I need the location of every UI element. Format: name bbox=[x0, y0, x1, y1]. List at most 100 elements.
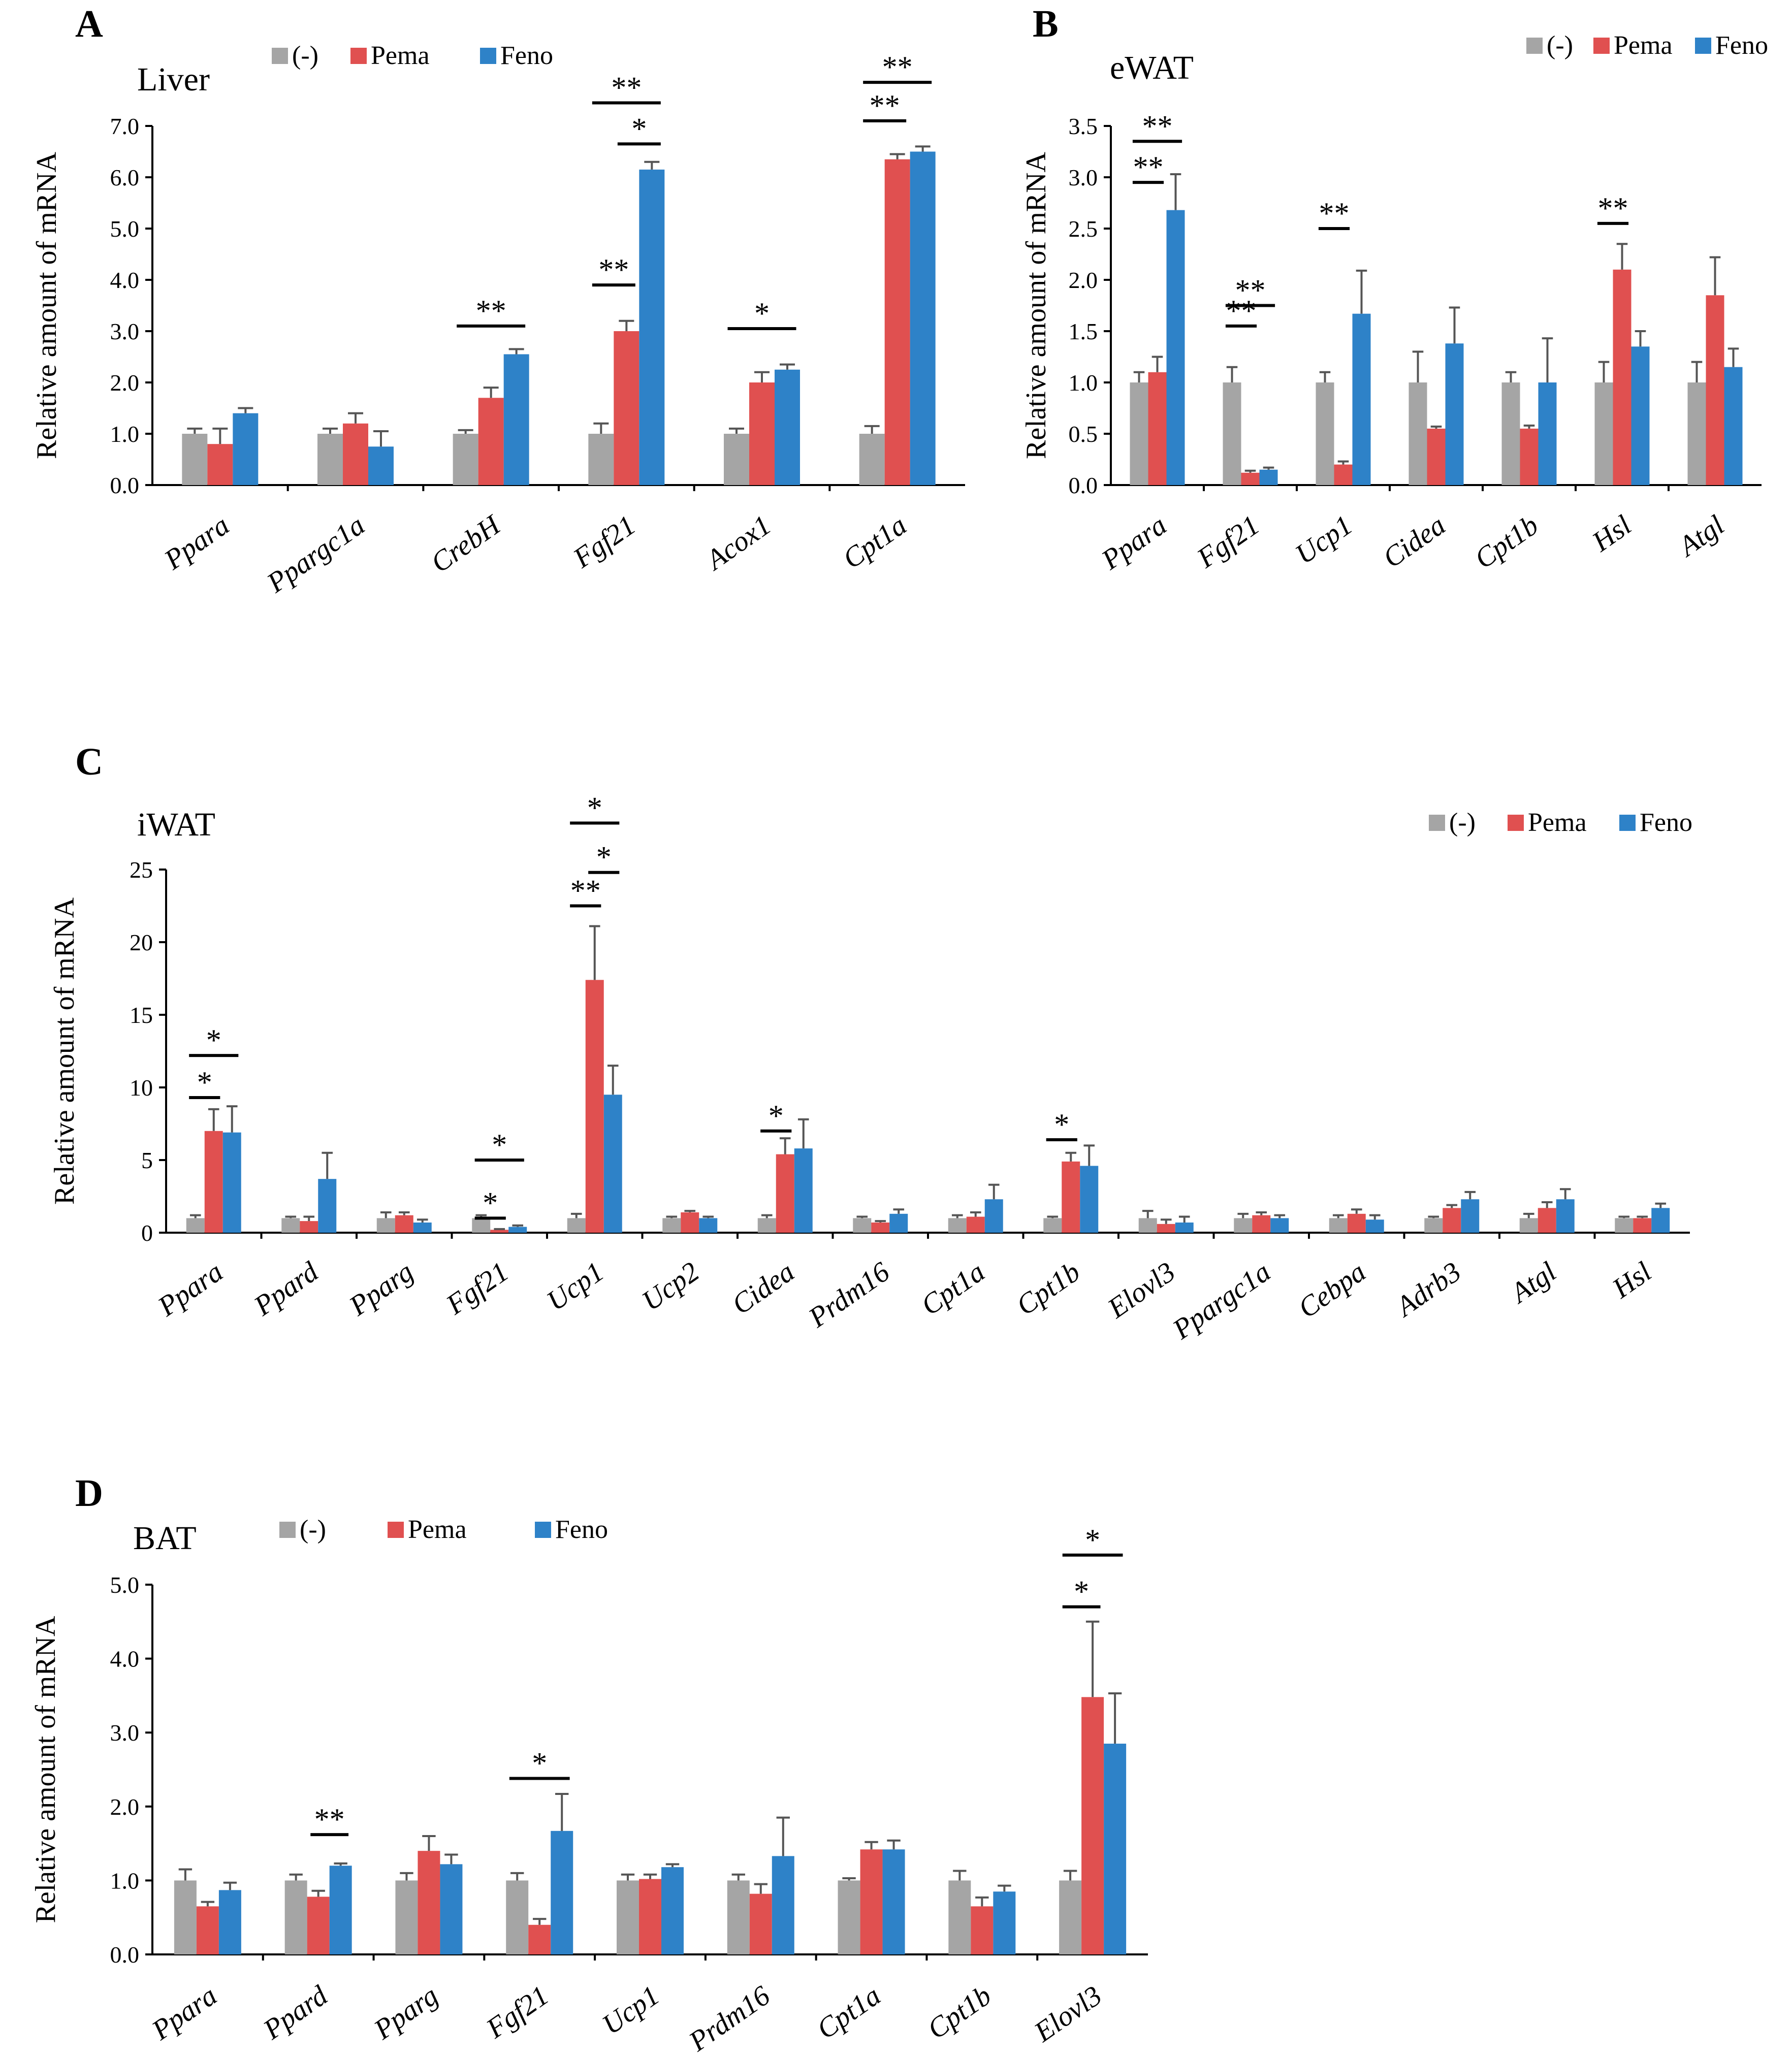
bar bbox=[478, 398, 504, 485]
bar bbox=[910, 151, 936, 485]
bar bbox=[1424, 1218, 1443, 1233]
legend-label: (-) bbox=[292, 41, 318, 70]
bar bbox=[472, 1218, 491, 1233]
bar bbox=[317, 434, 343, 485]
significance-label: ** bbox=[1226, 294, 1257, 328]
bar bbox=[413, 1222, 432, 1233]
bar bbox=[551, 1830, 573, 1954]
legend-label: Pema bbox=[408, 1515, 467, 1544]
significance-label: * bbox=[1085, 1523, 1100, 1557]
bar bbox=[174, 1880, 197, 1954]
legend-swatch bbox=[272, 48, 288, 64]
bar bbox=[948, 1880, 971, 1954]
x-tick-label: Ppargc1a bbox=[261, 509, 371, 599]
y-tick-label: 20 bbox=[130, 929, 153, 955]
x-tick-label: Elovl3 bbox=[1102, 1256, 1181, 1325]
bar bbox=[1347, 1213, 1366, 1233]
x-tick-label: Cpt1a bbox=[811, 1980, 886, 2045]
y-axis-label: Relative amount of mRNA bbox=[31, 151, 62, 459]
x-tick-label: Fgf21 bbox=[567, 509, 642, 574]
significance-label: ** bbox=[598, 253, 629, 286]
y-tick-label: 4.0 bbox=[110, 267, 140, 293]
bar bbox=[1365, 1219, 1384, 1233]
significance-label: ** bbox=[1235, 274, 1266, 307]
bar bbox=[1104, 1744, 1127, 1954]
bar bbox=[727, 1880, 750, 1954]
legend-label: Feno bbox=[1640, 808, 1692, 837]
x-tick-label: Elovl3 bbox=[1028, 1980, 1107, 2048]
y-tick-label: 4.0 bbox=[110, 1646, 140, 1672]
bar bbox=[1409, 382, 1427, 485]
x-tick-label: Hsl bbox=[1586, 509, 1637, 558]
bar bbox=[1594, 382, 1613, 485]
bar bbox=[528, 1924, 551, 1954]
x-tick-label: Ppara bbox=[152, 1256, 229, 1323]
bar bbox=[1687, 382, 1706, 485]
bar bbox=[207, 444, 233, 485]
significance-label: ** bbox=[1133, 150, 1164, 184]
y-tick-label: 3.0 bbox=[110, 318, 140, 344]
bar bbox=[948, 1218, 967, 1233]
x-tick-label: Prdm16 bbox=[683, 1980, 776, 2056]
x-tick-label: Fgf21 bbox=[440, 1256, 515, 1321]
x-tick-label: Atgl bbox=[1503, 1256, 1562, 1310]
y-tick-label: 25 bbox=[130, 857, 153, 883]
bar bbox=[1157, 1224, 1175, 1233]
bar bbox=[1633, 1218, 1652, 1233]
significance-label: ** bbox=[1319, 197, 1350, 230]
bar bbox=[440, 1864, 463, 1954]
y-tick-label: 0.0 bbox=[110, 472, 140, 498]
y-tick-label: 1.5 bbox=[1069, 318, 1098, 344]
x-tick-label: Adrb3 bbox=[1389, 1256, 1467, 1324]
y-tick-label: 0 bbox=[141, 1220, 153, 1246]
bar bbox=[182, 434, 208, 485]
bar bbox=[395, 1215, 413, 1233]
bar bbox=[639, 1879, 661, 1954]
legend-label: (-) bbox=[300, 1515, 326, 1544]
bar bbox=[1081, 1697, 1104, 1954]
bar bbox=[838, 1880, 860, 1954]
significance-label: * bbox=[532, 1746, 547, 1780]
x-tick-label: Cpt1b bbox=[1011, 1256, 1086, 1322]
x-tick-label: Prdm16 bbox=[803, 1256, 895, 1334]
significance-label: * bbox=[1074, 1575, 1089, 1609]
bar bbox=[418, 1851, 440, 1954]
x-tick-label: Fgf21 bbox=[481, 1980, 555, 2045]
bar bbox=[984, 1199, 1003, 1233]
bar bbox=[1334, 464, 1353, 485]
bar bbox=[1651, 1208, 1670, 1233]
legend-swatch bbox=[279, 1522, 296, 1538]
bar bbox=[222, 1132, 241, 1233]
y-tick-label: 0.5 bbox=[1069, 421, 1098, 447]
legend-label: (-) bbox=[1449, 808, 1476, 837]
x-tick-label: Pparg bbox=[368, 1980, 444, 2046]
bar bbox=[508, 1227, 527, 1233]
x-tick-label: Cpt1a bbox=[915, 1256, 990, 1322]
x-tick-label: Ppara bbox=[1096, 509, 1172, 576]
bar bbox=[1130, 382, 1148, 485]
chart-title: eWAT bbox=[1110, 49, 1194, 86]
y-tick-label: 5 bbox=[141, 1147, 153, 1173]
legend-label: Pema bbox=[371, 41, 430, 70]
bar bbox=[1175, 1222, 1194, 1233]
y-tick-label: 3.5 bbox=[1069, 113, 1098, 139]
bar bbox=[699, 1218, 718, 1233]
bar bbox=[1148, 372, 1167, 485]
legend-swatch bbox=[480, 48, 496, 64]
bar bbox=[757, 1218, 776, 1233]
legend-swatch bbox=[535, 1522, 551, 1538]
bar bbox=[1059, 1880, 1082, 1954]
y-tick-label: 1.0 bbox=[110, 1868, 140, 1893]
panel-letter: D bbox=[75, 1472, 103, 1515]
significance-label: ** bbox=[570, 874, 601, 908]
bar bbox=[196, 1906, 219, 1954]
bar bbox=[860, 1849, 883, 1954]
bar bbox=[281, 1218, 300, 1233]
bar bbox=[1631, 346, 1650, 485]
bar bbox=[1519, 1218, 1538, 1233]
legend-label: Feno bbox=[555, 1515, 608, 1544]
bar bbox=[1234, 1218, 1253, 1233]
